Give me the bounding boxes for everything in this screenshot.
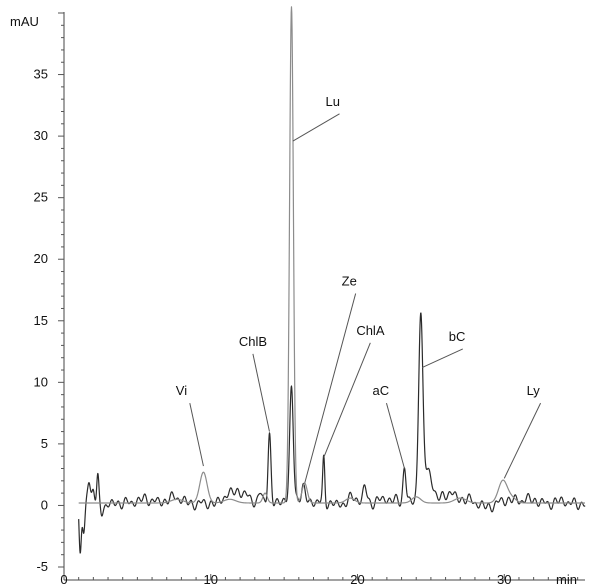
peak-annotation: Ze bbox=[304, 274, 357, 484]
annotation-leader-line bbox=[385, 402, 405, 469]
annotation-label: Ze bbox=[342, 274, 357, 289]
peak-annotation: ChlA bbox=[323, 323, 385, 458]
annotation-leader-line bbox=[304, 293, 357, 484]
annotation-label: aC bbox=[372, 383, 389, 398]
annotation-leader-line bbox=[421, 348, 463, 369]
x-tick-label: 10 bbox=[204, 572, 218, 587]
chromatogram-trace-1 bbox=[78, 312, 586, 554]
x-tick-label: 0 bbox=[60, 572, 67, 587]
y-tick-label: 35 bbox=[34, 67, 48, 82]
peak-annotation: Ly bbox=[503, 383, 542, 479]
y-axis-unit-label: mAU bbox=[10, 14, 39, 29]
annotation-label: ChlB bbox=[239, 334, 267, 349]
axes bbox=[63, 12, 585, 581]
y-tick-label: 10 bbox=[34, 374, 48, 389]
y-tick-label: 30 bbox=[34, 128, 48, 143]
x-axis-unit-label: min bbox=[556, 572, 577, 587]
annotation-leader-line bbox=[503, 402, 542, 479]
peak-annotation: Vi bbox=[176, 383, 204, 467]
annotation-label: bC bbox=[449, 329, 466, 344]
y-tick-label: 25 bbox=[34, 190, 48, 205]
peak-annotation: Lu bbox=[292, 94, 340, 142]
x-tick-label: 30 bbox=[497, 572, 511, 587]
chromatogram-trace-2 bbox=[78, 6, 586, 504]
peak-annotation: ChlB bbox=[239, 334, 270, 432]
peak-annotation: aC bbox=[372, 383, 405, 469]
x-axis-ticks: 0 10 20 30 bbox=[60, 572, 579, 587]
y-tick-label: 0 bbox=[41, 497, 48, 512]
x-tick-label: 20 bbox=[350, 572, 364, 587]
y-axis-ticks: -5 0 5 10 15 20 25 30 35 bbox=[34, 12, 64, 574]
y-tick-label: -5 bbox=[36, 559, 48, 574]
annotation-leader-line bbox=[189, 403, 204, 467]
y-tick-label: 5 bbox=[41, 436, 48, 451]
annotation-label: ChlA bbox=[356, 323, 385, 338]
peak-annotations: Vi ChlB Lu Ze ChlA aC bC Ly bbox=[176, 94, 542, 484]
annotation-label: Vi bbox=[176, 383, 187, 398]
y-tick-label: 15 bbox=[34, 313, 48, 328]
annotation-label: Ly bbox=[527, 383, 541, 398]
annotation-leader-line bbox=[292, 113, 340, 142]
annotation-label: Lu bbox=[326, 94, 340, 109]
series-layer bbox=[78, 6, 586, 554]
peak-annotation: bC bbox=[421, 329, 466, 369]
y-tick-label: 20 bbox=[34, 251, 48, 266]
annotation-leader-line bbox=[252, 353, 270, 432]
annotation-leader-line bbox=[323, 342, 371, 458]
